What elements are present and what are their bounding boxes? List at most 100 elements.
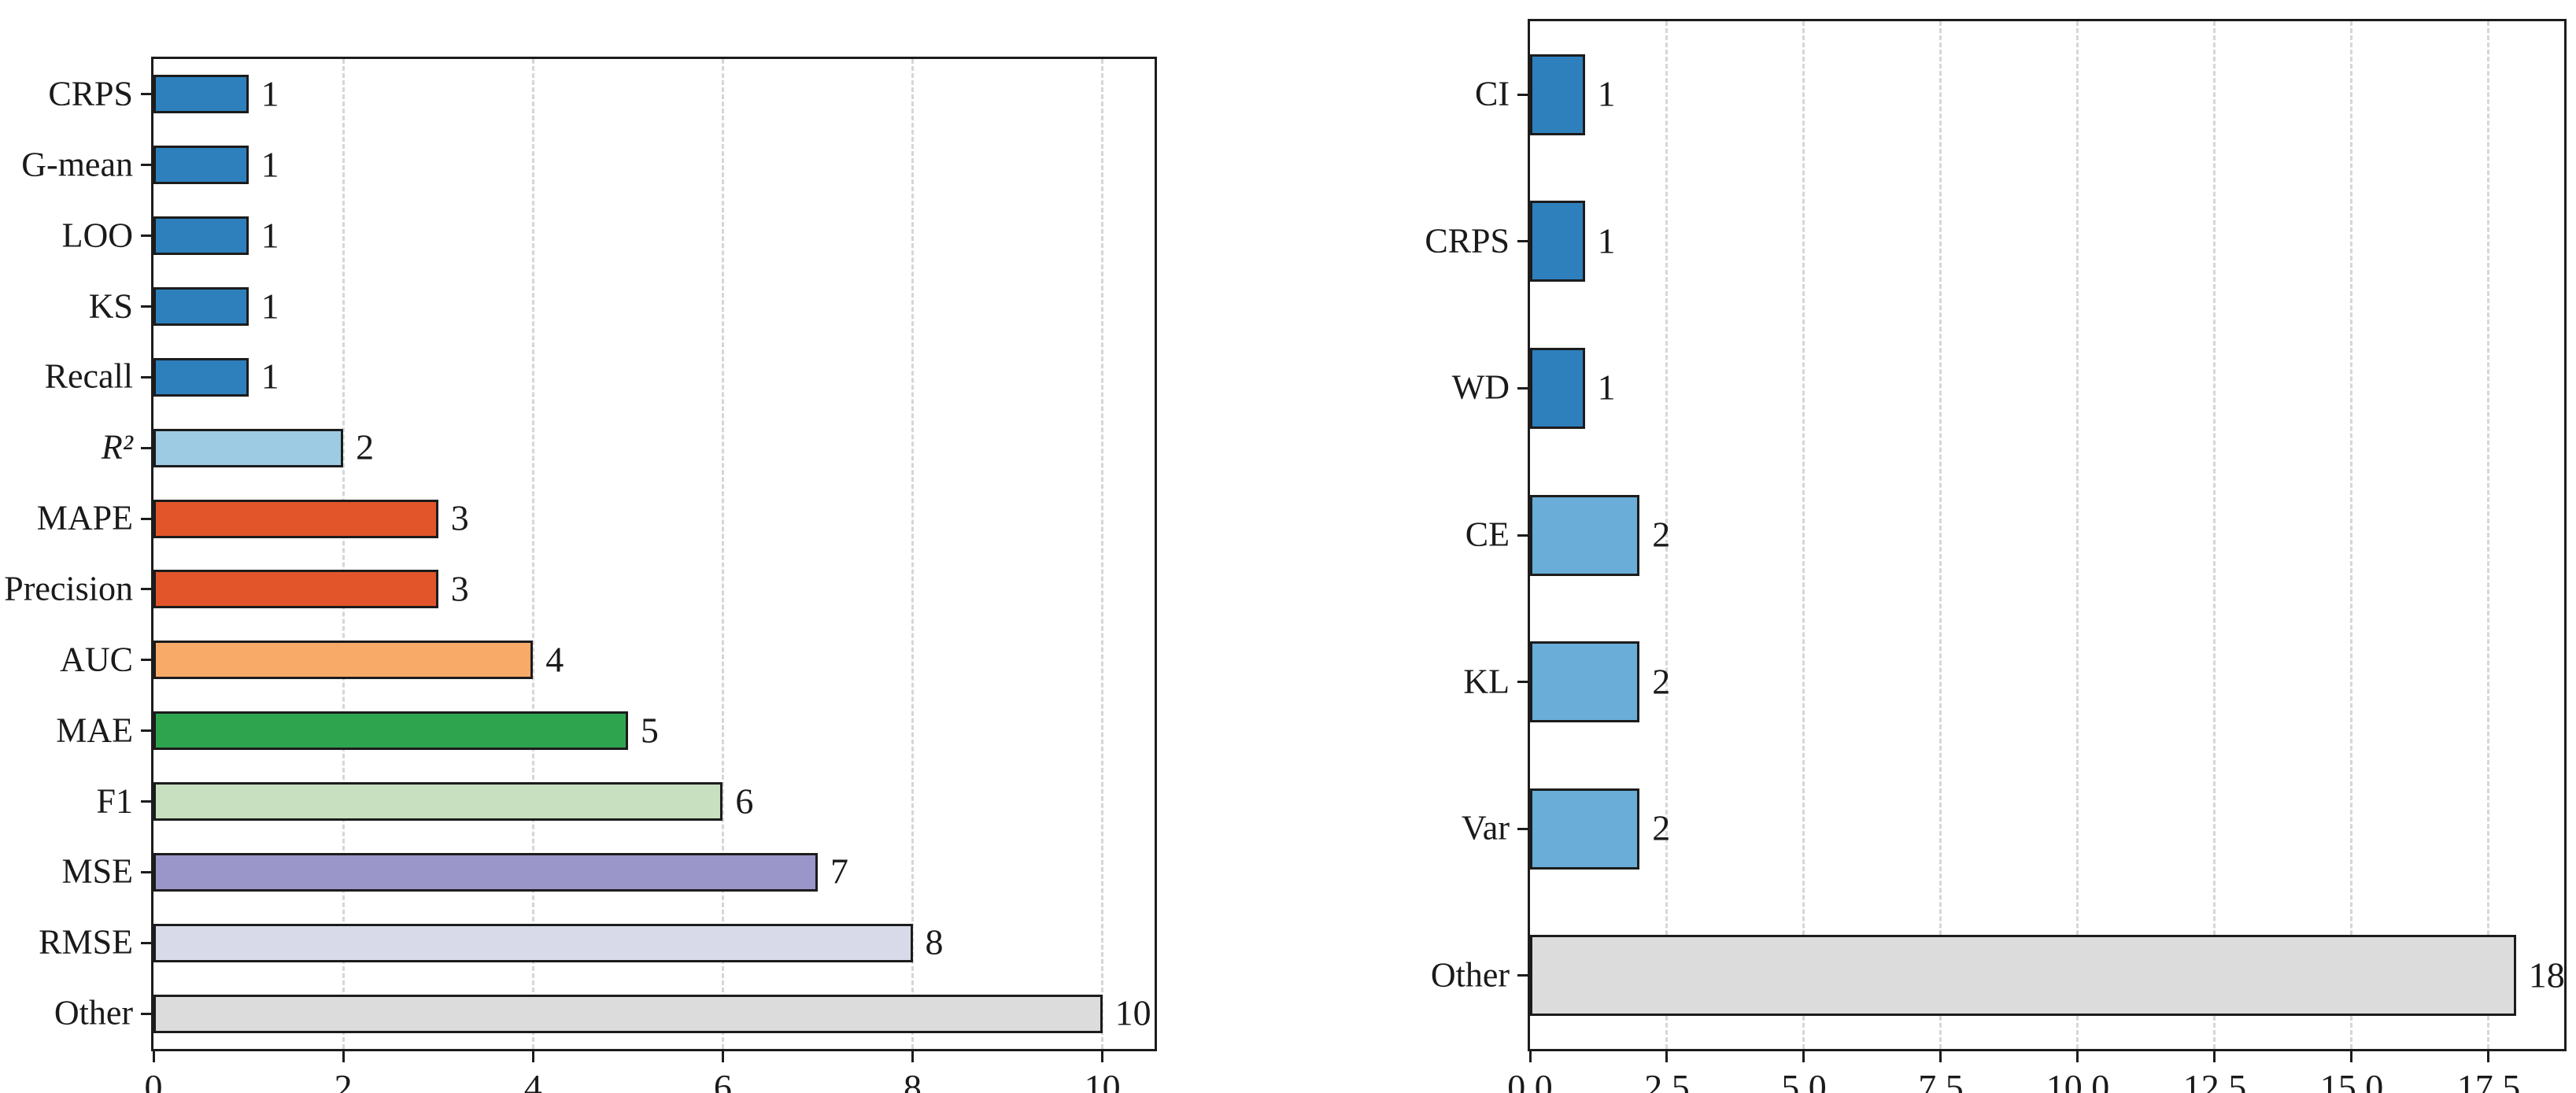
y-tick — [141, 446, 151, 449]
bar-var — [1530, 788, 1640, 870]
y-tick — [1517, 534, 1528, 537]
gridline-x-5.0 — [1802, 21, 1805, 1049]
gridline-x-4 — [531, 59, 534, 1049]
bar-other — [153, 995, 1103, 1033]
x-tick — [342, 1051, 345, 1062]
bar-value-label: 3 — [450, 568, 469, 609]
y-tick — [1517, 827, 1528, 830]
x-tick — [531, 1051, 534, 1062]
x-tick-label: 0 — [144, 1067, 163, 1093]
x-tick-label: 5.0 — [1781, 1067, 1827, 1093]
x-tick — [152, 1051, 155, 1062]
bar-value-label: 2 — [356, 426, 375, 467]
gridline-x-6 — [721, 59, 724, 1049]
bar-value-label: 1 — [1597, 367, 1616, 408]
y-category-label: G-mean — [21, 145, 133, 184]
y-category-label: MAPE — [36, 498, 133, 537]
bar-mae — [153, 711, 628, 750]
x-tick — [1665, 1051, 1669, 1062]
bar-loo — [153, 216, 249, 255]
x-tick-label: 17.5 — [2456, 1067, 2521, 1093]
x-tick — [1939, 1051, 1942, 1062]
y-category-label: AUC — [60, 640, 133, 679]
bar-crps — [1530, 201, 1585, 282]
x-tick-label: 15.0 — [2319, 1067, 2384, 1093]
y-tick — [141, 941, 151, 944]
gridline-x-8 — [911, 59, 915, 1049]
y-tick — [141, 659, 151, 662]
bar-ks — [153, 287, 249, 326]
gridline-x-7.5 — [1939, 21, 1942, 1049]
y-tick — [141, 93, 151, 96]
y-tick — [1517, 93, 1528, 96]
y-tick — [141, 375, 151, 378]
y-category-label: F1 — [96, 781, 133, 820]
y-category-label: KL — [1463, 662, 1510, 701]
y-category-label: Precision — [4, 569, 133, 608]
x-tick-label: 7.5 — [1918, 1067, 1964, 1093]
x-tick-label: 0.0 — [1507, 1067, 1553, 1093]
y-tick — [141, 305, 151, 308]
gridline-x-10 — [1101, 59, 1104, 1049]
x-tick-label: 6 — [713, 1067, 732, 1093]
x-tick — [2487, 1051, 2490, 1062]
x-tick — [2076, 1051, 2079, 1062]
x-tick — [2350, 1051, 2353, 1062]
bar-mse — [153, 853, 818, 892]
y-tick — [1517, 386, 1528, 390]
left-bar-chart-axes: 1 CRPS 1 G-mean 1 LOO 1 KS 1 Recall 2 R² 3 MAPE 3 Preci… — [4, 57, 1157, 1093]
y-category-label: Var — [1461, 808, 1510, 847]
bar-rmse — [153, 924, 913, 962]
y-category-label: CRPS — [48, 74, 133, 113]
y-tick — [141, 517, 151, 520]
gridline-x-12.5 — [2213, 21, 2216, 1049]
y-category-label: WD — [1451, 367, 1510, 407]
y-category-label: CI — [1475, 74, 1510, 113]
bar-value-label: 18 — [2528, 955, 2565, 995]
right-bar-chart-axes: 1 CI 1 CRPS 1 WD 2 CE 2 KL 2 Var 18 Other 0.0 2.5 5.0 7.5… — [1425, 19, 2567, 1093]
gridline-x-10.0 — [2076, 21, 2079, 1049]
bar-value-label: 3 — [450, 497, 469, 538]
bar-value-label: 7 — [830, 851, 848, 892]
bar-value-label: 2 — [1652, 661, 1671, 702]
y-tick — [1517, 681, 1528, 684]
bar-value-label: 10 — [1114, 992, 1151, 1033]
x-tick — [1802, 1051, 1805, 1062]
bar-value-label: 1 — [261, 215, 279, 256]
x-tick — [1101, 1051, 1104, 1062]
x-tick — [1528, 1051, 1532, 1062]
x-tick-label: 8 — [904, 1067, 922, 1093]
x-tick-label: 10 — [1084, 1067, 1121, 1093]
bar-value-label: 1 — [261, 73, 279, 114]
bar-f1 — [153, 782, 723, 821]
bar-value-label: 5 — [640, 710, 659, 751]
y-category-label: MAE — [56, 711, 133, 750]
bar-value-label: 6 — [735, 780, 754, 821]
x-tick — [721, 1051, 724, 1062]
bar-value-label: 2 — [1652, 514, 1671, 555]
bar-other — [1530, 935, 2516, 1016]
y-tick — [141, 800, 151, 803]
x-tick — [911, 1051, 915, 1062]
y-category-label: LOO — [61, 216, 133, 255]
bar-precision — [153, 570, 438, 608]
y-tick — [141, 729, 151, 733]
y-tick — [141, 164, 151, 167]
bar-recall — [153, 358, 249, 397]
bar-mape — [153, 500, 438, 538]
bar-kl — [1530, 641, 1640, 722]
bar-value-label: 1 — [261, 144, 279, 185]
bar-auc — [153, 641, 534, 679]
y-category-label: R² — [101, 427, 133, 467]
y-category-label: MSE — [61, 851, 133, 891]
x-tick — [2213, 1051, 2216, 1062]
x-tick-label: 2 — [334, 1067, 353, 1093]
bar-ci — [1530, 54, 1585, 135]
y-tick — [141, 234, 151, 238]
bar-value-label: 4 — [545, 639, 564, 680]
y-category-label: KS — [88, 286, 133, 325]
bar-ce — [1530, 495, 1640, 576]
y-tick — [1517, 240, 1528, 243]
y-category-label: Other — [54, 993, 133, 1032]
